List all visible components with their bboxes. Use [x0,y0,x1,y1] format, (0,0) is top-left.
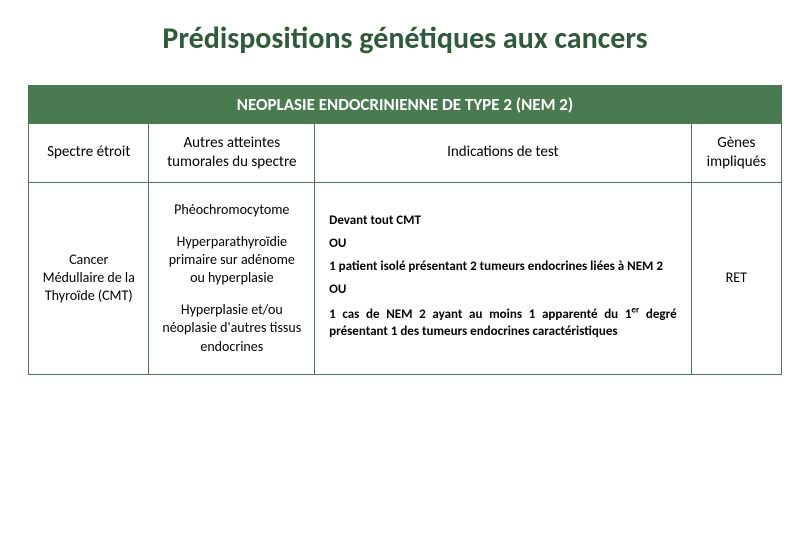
col-spectre-header: Spectre étroit [29,124,149,183]
col-genes-header: Gènes impliqués [691,124,781,183]
indic-p2: OU [329,236,677,253]
cell-autres: Phéochromocytome Hyperparathyroïdie prim… [149,182,315,374]
data-row: Cancer Médullaire de la Thyroïde (CMT) P… [29,182,782,374]
autres-item-1: Phéochromocytome [161,201,302,219]
col-indications-header: Indications de test [315,124,692,183]
banner-row: NEOPLASIE ENDOCRINIENNE DE TYPE 2 (NEM 2… [29,86,782,124]
header-row: Spectre étroit Autres atteintes tumorale… [29,124,782,183]
indic-p3: 1 patient isolé présentant 2 tumeurs end… [329,259,677,276]
col-autres-header: Autres atteintes tumorales du spectre [149,124,315,183]
table-banner: NEOPLASIE ENDOCRINIENNE DE TYPE 2 (NEM 2… [29,86,782,124]
autres-item-3: Hyperplasie et/ou néoplasie d'autres tis… [161,301,302,356]
cell-indications: Devant tout CMT OU 1 patient isolé prése… [315,182,692,374]
indic-p4: OU [329,282,677,299]
indic-p1: Devant tout CMT [329,213,677,230]
nem2-table: NEOPLASIE ENDOCRINIENNE DE TYPE 2 (NEM 2… [28,85,782,375]
cell-gene: RET [691,182,781,374]
slide: Prédispositions génétiques aux cancers N… [0,0,810,540]
page-title: Prédispositions génétiques aux cancers [28,20,782,57]
cell-spectre: Cancer Médullaire de la Thyroïde (CMT) [29,182,149,374]
indic-p5: 1 cas de NEM 2 ayant au moins 1 apparent… [329,305,677,341]
autres-item-2: Hyperparathyroïdie primaire sur adénome … [161,233,302,288]
